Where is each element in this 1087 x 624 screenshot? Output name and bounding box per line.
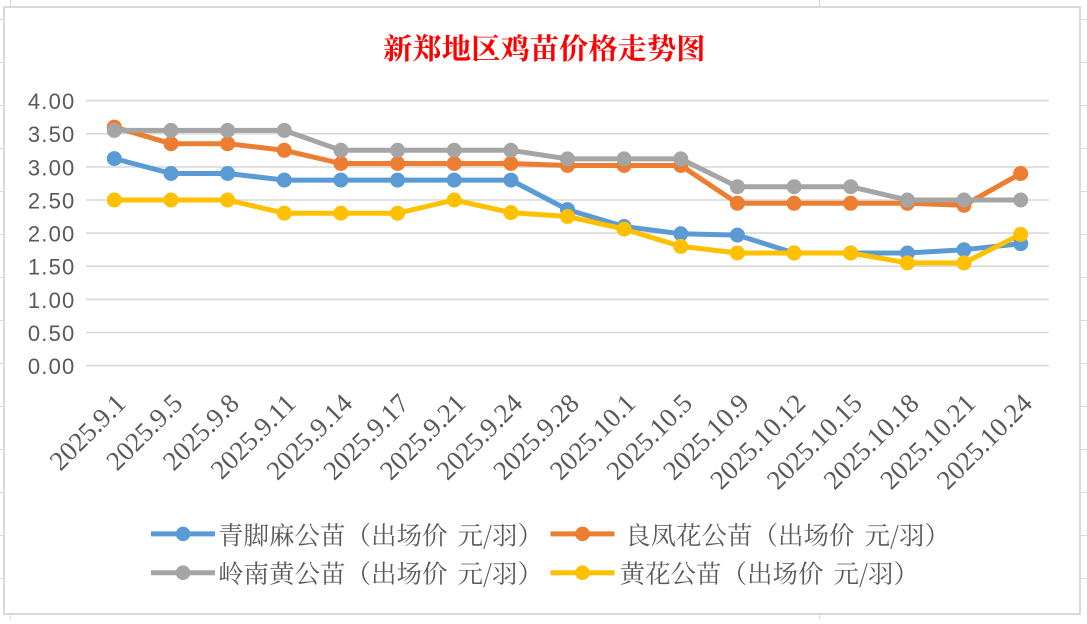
svg-text:0.00: 0.00 [28, 354, 76, 379]
svg-text:1.50: 1.50 [28, 255, 76, 280]
svg-text:1.00: 1.00 [28, 288, 76, 313]
svg-text:2.50: 2.50 [28, 189, 76, 214]
svg-text:0.50: 0.50 [28, 321, 76, 346]
svg-text:3.00: 3.00 [28, 155, 76, 180]
svg-text:2.00: 2.00 [28, 222, 76, 247]
svg-text:3.50: 3.50 [28, 122, 76, 147]
svg-text:4.00: 4.00 [28, 89, 76, 114]
